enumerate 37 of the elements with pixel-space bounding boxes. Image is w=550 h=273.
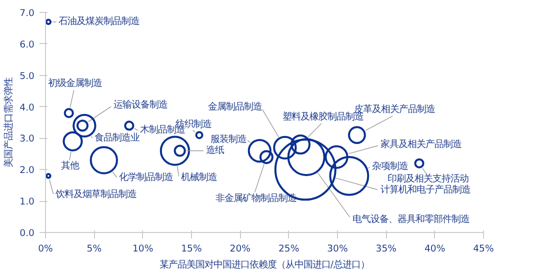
series-label: 印刷及相关支持活动	[387, 173, 468, 184]
y-tick-label: 2.0	[20, 165, 35, 176]
x-tick-label: 15%	[181, 244, 202, 254]
text: 金属制品制造	[208, 102, 262, 113]
series-label: 化学制品制造	[118, 172, 173, 184]
series-label: 食品制造业	[94, 132, 140, 144]
x-tick-label: 35%	[376, 244, 397, 254]
x-tick-label: 5%	[86, 244, 102, 254]
y-tick-label: 3.0	[20, 134, 35, 145]
x-tick-label: 40%	[424, 244, 446, 254]
x-tick-label: 30%	[327, 244, 348, 254]
y-axis-title: 美国产品进口需求弹性	[4, 78, 15, 168]
x-tick-label: 45%	[473, 244, 494, 254]
text: 电气设备、器具和零部件制造	[352, 214, 470, 226]
text: 家具及相关产品制造	[380, 139, 462, 150]
series-label: 石油及煤炭制品制造	[58, 16, 140, 27]
x-tick-label: 0%	[38, 244, 54, 254]
series-label: 机械制造	[180, 172, 217, 183]
y-tick-label: 7.0	[20, 8, 35, 19]
x-tick-label: 25%	[278, 244, 300, 254]
y-tick-label: 6.0	[20, 39, 35, 50]
series-label: 饮料及烟草制品制造	[54, 188, 136, 200]
text: 非金属矿物制品制造	[215, 193, 296, 204]
x-tick-label: 20%	[230, 244, 251, 254]
text: 初级金属制造	[48, 78, 102, 90]
text: 造纸	[206, 144, 224, 156]
y-tick-label: 4.0	[20, 102, 35, 114]
series-label: 其他	[60, 160, 79, 172]
y-tick-label: 5.0	[20, 70, 35, 82]
series-label: 杂项制造	[372, 160, 408, 172]
text: 计算机和电子产品制造	[380, 184, 470, 196]
x-axis-title: 某产品美国对中国进口依赖度（从中国进口/总进口）	[159, 260, 370, 270]
y-tick-label: 0.0	[20, 228, 35, 239]
series-label: 服装制造	[210, 134, 247, 145]
y-tick-label: 1.0	[20, 196, 35, 208]
x-tick-label: 10%	[132, 244, 154, 254]
text: 运输设备制造	[113, 100, 168, 111]
